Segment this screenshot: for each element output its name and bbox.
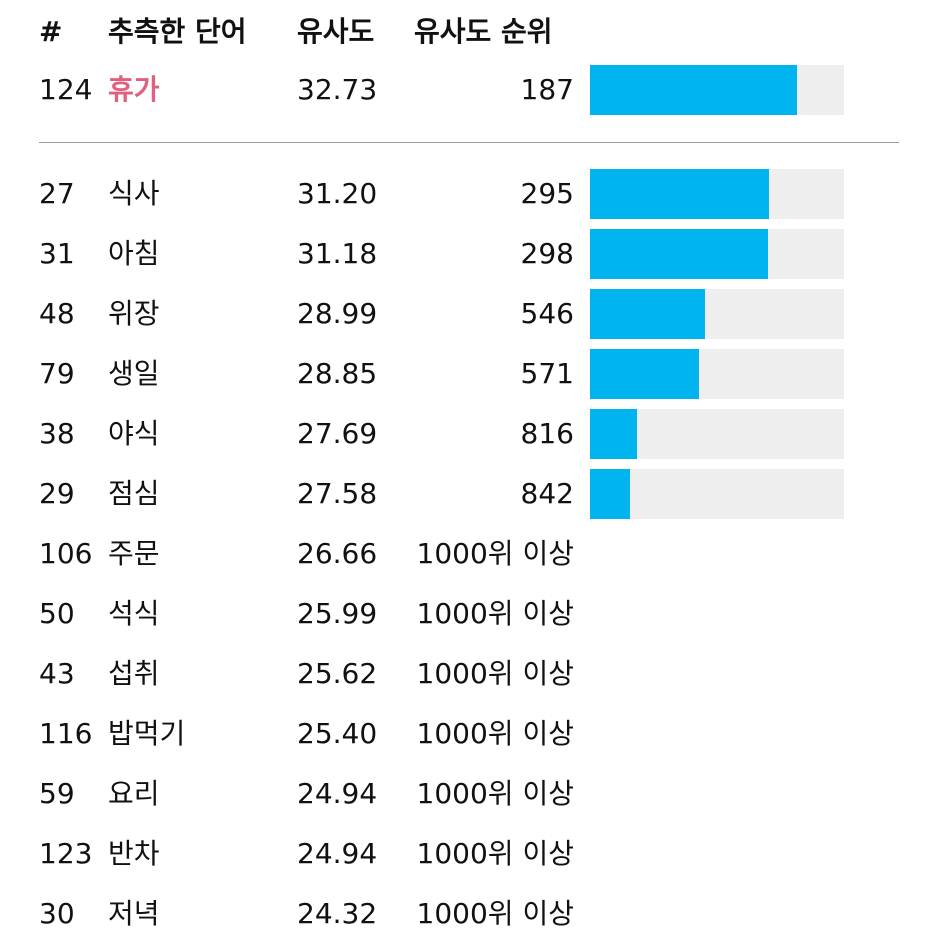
rank-progress-track <box>590 229 844 279</box>
rank-progress-fill <box>590 169 770 219</box>
row-rank: 842 <box>520 477 574 510</box>
header-word: 추측한 단어 <box>108 15 247 48</box>
row-num: 116 <box>39 717 93 750</box>
row-rank: 571 <box>520 357 574 390</box>
row-word: 섭취 <box>108 657 160 690</box>
row-similarity: 26.66 <box>297 537 378 570</box>
table-row: 43 섭취 25.62 1000위 이상 <box>0 644 936 704</box>
row-word: 생일 <box>108 357 160 390</box>
latest-guess-row: 124 휴가 32.73 187 <box>0 60 936 120</box>
row-rank: 816 <box>520 417 574 450</box>
row-similarity: 25.99 <box>297 597 378 630</box>
header-similarity: 유사도 <box>297 15 375 48</box>
row-similarity: 27.69 <box>297 417 378 450</box>
table-row: 106 주문 26.66 1000위 이상 <box>0 524 936 584</box>
row-rank: 1000위 이상 <box>416 837 574 870</box>
row-num: 59 <box>39 777 75 810</box>
row-similarity: 24.94 <box>297 837 378 870</box>
row-word: 요리 <box>108 777 160 810</box>
table-row: 123 반차 24.94 1000위 이상 <box>0 824 936 884</box>
rank-progress-track <box>590 349 844 399</box>
table-row: 48 위장 28.99 546 <box>0 284 936 344</box>
table-row: 116 밥먹기 25.40 1000위 이상 <box>0 704 936 764</box>
table-row: 59 요리 24.94 1000위 이상 <box>0 764 936 824</box>
row-num: 27 <box>39 177 75 210</box>
row-similarity: 25.62 <box>297 657 378 690</box>
row-word: 주문 <box>108 537 160 570</box>
rank-progress-fill <box>590 229 769 279</box>
rank-progress-track <box>590 409 844 459</box>
row-similarity: 28.85 <box>297 357 378 390</box>
table-row: 31 아침 31.18 298 <box>0 224 936 284</box>
rank-progress-fill <box>590 65 797 115</box>
rank-progress-fill <box>590 469 631 519</box>
table-row: 27 식사 31.20 295 <box>0 164 936 224</box>
row-similarity: 31.18 <box>297 237 378 270</box>
table-row: 79 생일 28.85 571 <box>0 344 936 404</box>
rank-progress-fill <box>590 409 637 459</box>
guess-word: 휴가 <box>108 73 160 106</box>
row-rank: 1000위 이상 <box>416 897 574 930</box>
table-row: 29 점심 27.58 842 <box>0 464 936 524</box>
row-word: 아침 <box>108 237 160 270</box>
row-rank: 1000위 이상 <box>416 777 574 810</box>
row-word: 밥먹기 <box>108 717 186 750</box>
table-row: 30 저녁 24.32 1000위 이상 <box>0 884 936 944</box>
row-num: 79 <box>39 357 75 390</box>
row-rank: 1000위 이상 <box>416 657 574 690</box>
row-similarity: 24.94 <box>297 777 378 810</box>
rank-progress-track <box>590 169 844 219</box>
row-similarity: 24.32 <box>297 897 378 930</box>
table-row: 50 석식 25.99 1000위 이상 <box>0 584 936 644</box>
rank-progress-track <box>590 65 844 115</box>
row-num: 38 <box>39 417 75 450</box>
row-num: 106 <box>39 537 93 570</box>
row-rank: 1000위 이상 <box>416 717 574 750</box>
rank-progress-track <box>590 469 844 519</box>
row-word: 점심 <box>108 477 160 510</box>
row-rank: 1000위 이상 <box>416 537 574 570</box>
rank-progress-track <box>590 289 844 339</box>
header-rank: 유사도 순위 <box>414 15 553 48</box>
row-rank: 295 <box>520 177 574 210</box>
rank-progress-fill <box>590 289 706 339</box>
row-word: 야식 <box>108 417 160 450</box>
row-num: 31 <box>39 237 75 270</box>
row-word: 석식 <box>108 597 160 630</box>
header-num: # <box>39 15 63 48</box>
rank-progress-fill <box>590 349 699 399</box>
row-rank: 546 <box>520 297 574 330</box>
row-word: 식사 <box>108 177 160 210</box>
row-similarity: 27.58 <box>297 477 378 510</box>
guess-similarity: 32.73 <box>297 73 378 106</box>
row-similarity: 31.20 <box>297 177 378 210</box>
row-num: 50 <box>39 597 75 630</box>
divider <box>39 142 899 143</box>
row-num: 43 <box>39 657 75 690</box>
row-rank: 298 <box>520 237 574 270</box>
row-rank: 1000위 이상 <box>416 597 574 630</box>
row-num: 29 <box>39 477 75 510</box>
row-word: 위장 <box>108 297 160 330</box>
row-num: 123 <box>39 837 93 870</box>
guess-rank: 187 <box>520 73 574 106</box>
row-similarity: 25.40 <box>297 717 378 750</box>
row-word: 반차 <box>108 837 160 870</box>
table-header: # 추측한 단어 유사도 유사도 순위 <box>0 2 936 62</box>
row-num: 30 <box>39 897 75 930</box>
table-row: 38 야식 27.69 816 <box>0 404 936 464</box>
row-word: 저녁 <box>108 897 160 930</box>
guess-num: 124 <box>39 73 93 106</box>
row-similarity: 28.99 <box>297 297 378 330</box>
row-num: 48 <box>39 297 75 330</box>
